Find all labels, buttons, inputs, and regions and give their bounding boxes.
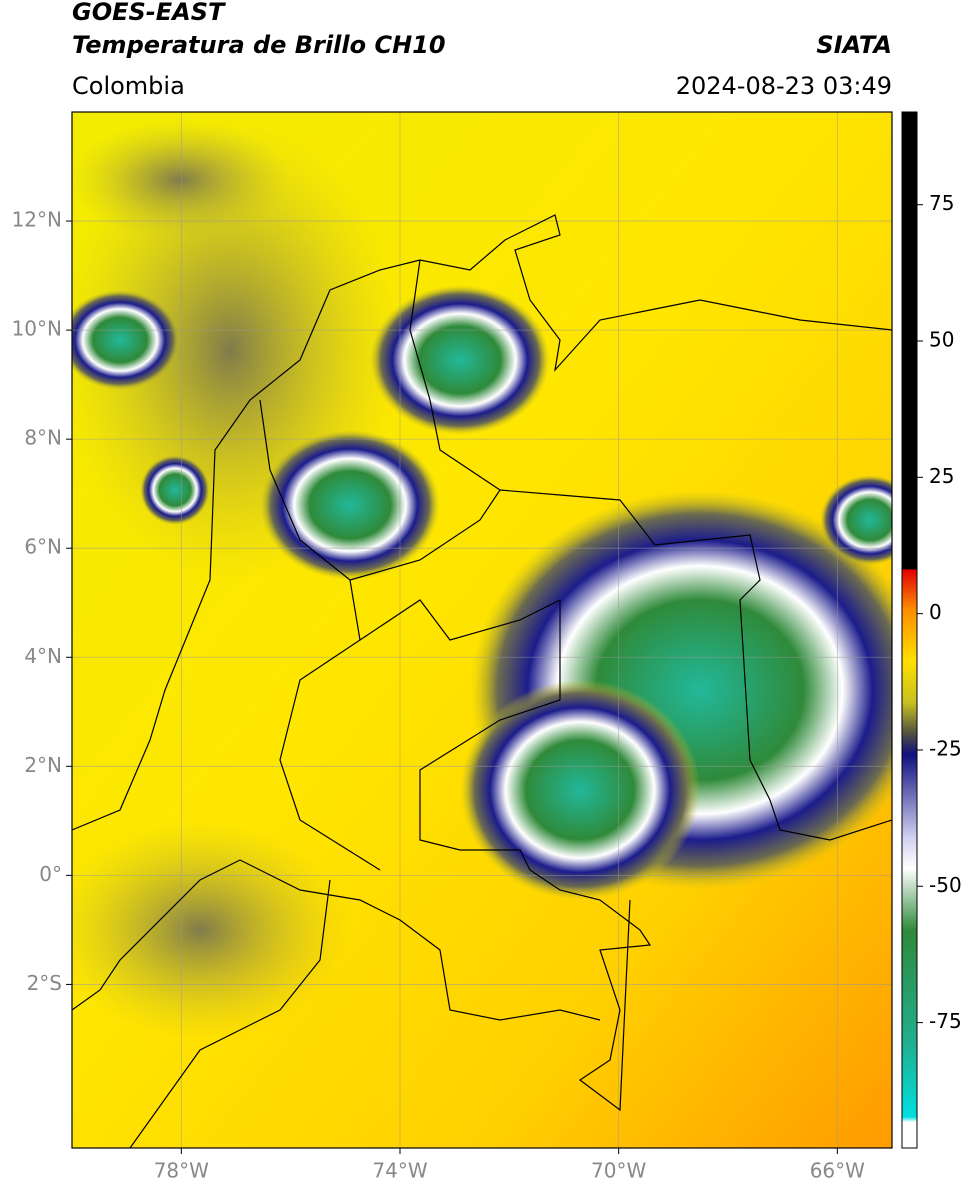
x-tick-label: 74°W (372, 1159, 427, 1183)
map-frame (71, 111, 893, 1149)
storm-cloud (260, 430, 440, 580)
colorbar-tick-label: -50 (929, 873, 962, 897)
y-tick-label: 6°N (24, 535, 62, 559)
border (129, 879, 331, 1148)
y-tick-label: 2°N (24, 753, 62, 777)
timestamp: 2024-08-23 03:49 (676, 72, 892, 100)
colorbar (901, 111, 918, 1149)
haze (72, 820, 350, 1040)
y-tick-label: 8°N (24, 426, 62, 450)
colorbar-tick-label: 0 (929, 600, 942, 624)
border (72, 859, 601, 1021)
colorbar-tick-label: 50 (929, 328, 954, 352)
y-tick-label: 0° (39, 862, 62, 886)
y-tick-label: 10°N (12, 317, 62, 341)
x-tick-label: 66°W (810, 1159, 865, 1183)
imagery (72, 112, 892, 1148)
storm-cloud (140, 455, 210, 525)
y-tick-label: 2°S (27, 971, 62, 995)
storm-cloud (820, 475, 892, 565)
border (409, 259, 892, 841)
x-tick-label: 70°W (591, 1159, 646, 1183)
source: SIATA (816, 31, 892, 59)
storm-cloud (370, 285, 550, 435)
coastline (72, 214, 892, 831)
subtitle: Temperatura de Brillo CH10 (72, 31, 446, 59)
colorbar-tick-label: 75 (929, 191, 954, 215)
colorbar-tick-label: 25 (929, 464, 954, 488)
borders (72, 214, 892, 1148)
y-tick-label: 4°N (24, 644, 62, 668)
storm-cloud (460, 680, 700, 900)
region: Colombia (72, 72, 185, 100)
colorbar-tick-label: -75 (929, 1009, 962, 1033)
title: GOES-EAST (72, 0, 226, 26)
haze (72, 120, 290, 240)
colorbar-tick-label: -25 (929, 736, 962, 760)
storm-cloud (72, 290, 180, 390)
border (419, 600, 652, 1112)
x-tick-label: 78°W (154, 1159, 209, 1183)
department-border (259, 399, 561, 871)
y-tick-label: 12°N (12, 208, 62, 232)
